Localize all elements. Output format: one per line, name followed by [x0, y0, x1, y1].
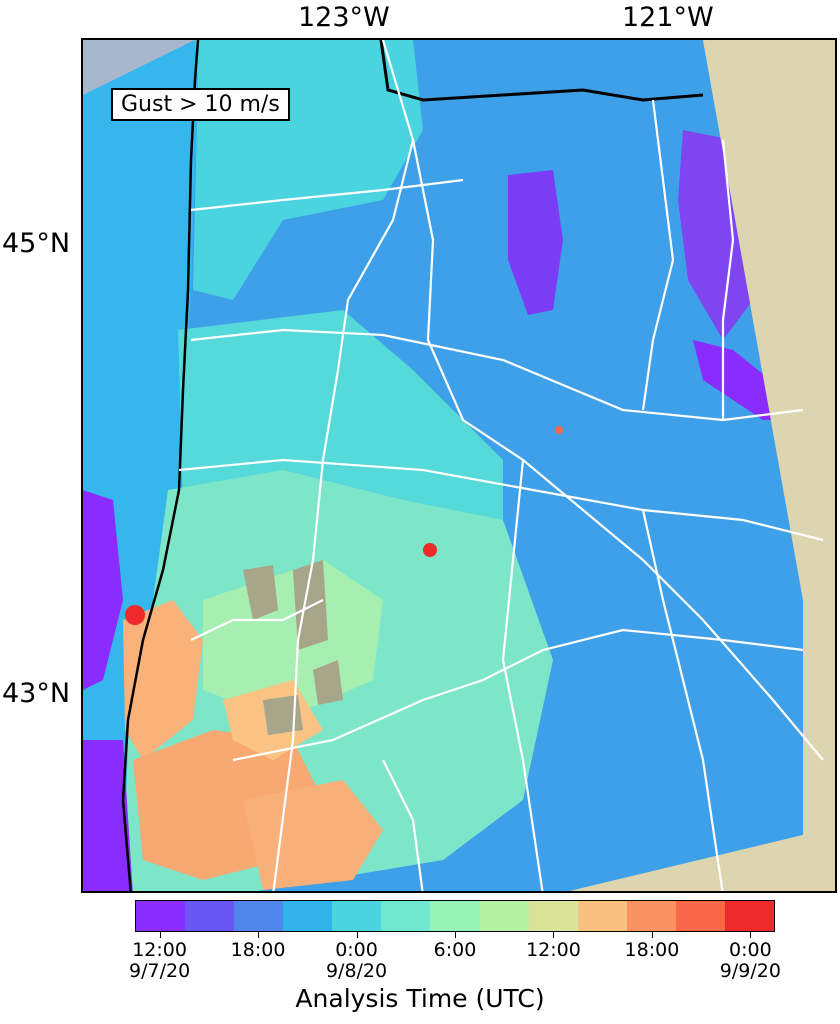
colorbar-segment: [136, 901, 186, 931]
colorbar-tick-label: 12:00: [526, 940, 581, 961]
map-canvas: [83, 40, 835, 891]
colorbar-segment: [430, 901, 480, 931]
colorbar-tick-label: 18:00: [625, 940, 680, 961]
colorbar: [135, 900, 775, 932]
colorbar-title: Analysis Time (UTC): [295, 984, 545, 1013]
colorbar-segment: [528, 901, 578, 931]
coastline: [121, 40, 200, 891]
colorbar-tick-label: 12:00 9/7/20: [129, 940, 190, 982]
terrain-east: [703, 40, 835, 600]
colorbar-tick-label: 0:00 9/8/20: [326, 940, 387, 982]
purple-zone-coast: [83, 490, 123, 690]
colorbar-tick-mark: [553, 932, 555, 938]
terrain-patch-3: [313, 660, 343, 705]
tick-time: 18:00: [230, 939, 286, 961]
colorbar-segment: [283, 901, 333, 931]
colorbar-tick-mark: [651, 932, 653, 938]
colorbar-segment: [724, 901, 775, 931]
lon-label-123w: 123°W: [298, 2, 390, 33]
colorbar-tick-mark: [750, 932, 752, 938]
colorbar-tick-mark: [455, 932, 456, 938]
purple-zone-1: [508, 170, 563, 315]
tick-time: 6:00: [433, 939, 477, 961]
colorbar-segment: [381, 901, 431, 931]
map-panel: Gust > 10 m/s: [81, 38, 837, 893]
red-spot-central: [423, 543, 437, 557]
red-spot-east: [555, 426, 563, 434]
colorbar-tick-mark: [159, 932, 161, 938]
red-spot-coast: [125, 605, 145, 625]
gust-threshold-label: Gust > 10 m/s: [111, 88, 290, 121]
tick-time: 12:00: [526, 939, 581, 961]
lon-label-121w: 121°W: [622, 2, 714, 33]
terrain-patch-2: [293, 560, 328, 650]
colorbar-tick-label: 0:00 9/9/20: [720, 940, 781, 982]
colorbar-tick-label: 18:00: [231, 940, 286, 961]
colorbar-segment: [234, 901, 284, 931]
lat-label-43n: 43°N: [2, 678, 71, 709]
colorbar-tick-mark: [258, 932, 260, 938]
tick-time: 12:00: [132, 939, 187, 961]
purple-zone-sw: [83, 740, 133, 891]
colorbar-segment: [479, 901, 529, 931]
state-border: [379, 40, 704, 102]
tick-time: 18:00: [624, 939, 680, 961]
colorbar-segment: [675, 901, 725, 931]
colorbar-tick-mark: [356, 932, 358, 938]
colorbar-segment: [626, 901, 676, 931]
terrain-patch-1: [243, 565, 278, 620]
tick-date: 9/9/20: [719, 960, 781, 982]
tick-date: 9/8/20: [325, 960, 388, 982]
tick-time: 0:00: [335, 939, 378, 961]
colorbar-segment: [332, 901, 382, 931]
coastal-strip: [83, 40, 198, 891]
colorbar-segment: [185, 901, 235, 931]
terrain-southeast: [569, 830, 835, 891]
tick-time: 0:00: [729, 939, 772, 961]
colorbar-tick-label: 6:00: [434, 940, 477, 961]
colorbar-segment: [577, 901, 627, 931]
tick-date: 9/7/20: [129, 960, 191, 982]
roads: [178, 40, 824, 891]
terrain-patch-4: [263, 695, 303, 735]
lat-label-45n: 45°N: [2, 228, 71, 259]
